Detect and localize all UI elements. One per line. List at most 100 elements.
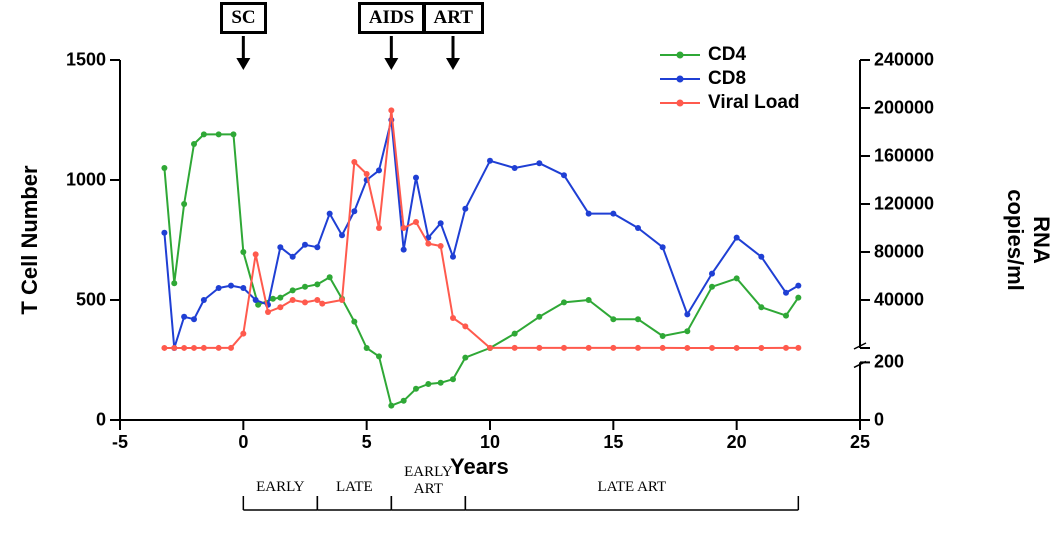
viral_load-marker [462, 323, 468, 329]
cd4-marker [425, 381, 431, 387]
cd4-marker [376, 353, 382, 359]
cd4-marker [536, 314, 542, 320]
cd8-marker [795, 283, 801, 289]
y-left-tick-label: 0 [96, 410, 106, 431]
phase-label: EARLY [256, 479, 305, 496]
event-arrowhead [236, 58, 250, 70]
cd4-marker [351, 319, 357, 325]
cd4-marker [314, 281, 320, 287]
viral_load-marker [635, 345, 641, 351]
y-left-tick-label: 1000 [66, 170, 106, 191]
cd8-marker [351, 208, 357, 214]
legend-swatch [660, 102, 700, 104]
cd4-marker [709, 284, 715, 290]
cd4-marker [161, 165, 167, 171]
cd4-marker [450, 376, 456, 382]
cd8-marker [339, 232, 345, 238]
y-left-axis-label: T Cell Number [17, 165, 43, 314]
cd8-marker [228, 283, 234, 289]
cd8-marker [376, 167, 382, 173]
x-tick-label: 5 [362, 432, 372, 453]
cd4-marker [277, 295, 283, 301]
cd8-marker [635, 225, 641, 231]
event-box: ART [423, 2, 484, 34]
plot-svg [0, 0, 1050, 537]
cd8-marker [438, 220, 444, 226]
viral_load-marker [364, 171, 370, 177]
viral_load-marker [758, 345, 764, 351]
viral_load-marker [277, 304, 283, 310]
viral_load-marker [191, 345, 197, 351]
legend-item: CD4 [660, 44, 800, 66]
cd4-marker [438, 380, 444, 386]
cd4-marker [364, 345, 370, 351]
legend-item: CD8 [660, 68, 800, 90]
y-right-tick-label: 200 [874, 352, 904, 373]
x-tick-label: 15 [603, 432, 623, 453]
legend-label: CD4 [708, 44, 746, 66]
cd4-marker [610, 316, 616, 322]
cd8-marker [684, 311, 690, 317]
legend: CD4CD8Viral Load [660, 44, 800, 116]
event-arrowhead [446, 58, 460, 70]
event-arrowhead [384, 58, 398, 70]
viral_load-marker [290, 297, 296, 303]
cd8-marker [512, 165, 518, 171]
cd8-marker [302, 242, 308, 248]
viral_load-marker [438, 243, 444, 249]
cd8-marker [660, 244, 666, 250]
cd8-marker [586, 211, 592, 217]
legend-item: Viral Load [660, 92, 800, 114]
phase-label: LATE [336, 479, 373, 496]
cd8-marker [561, 172, 567, 178]
cd8-line [164, 120, 798, 348]
cd8-marker [216, 285, 222, 291]
y-right-axis-label: RNA copies/ml [1002, 189, 1050, 290]
event-box: SC [220, 2, 266, 34]
y-right-tick-label: 200000 [874, 98, 934, 119]
x-tick-label: 10 [480, 432, 500, 453]
viral_load-marker [201, 345, 207, 351]
viral_load-marker [487, 345, 493, 351]
viral_load-marker [512, 345, 518, 351]
cd4-marker [660, 333, 666, 339]
phase-label: LATE ART [597, 479, 666, 496]
legend-swatch [660, 54, 700, 56]
legend-swatch [660, 78, 700, 80]
y-right-tick-label: 80000 [874, 242, 924, 263]
y-right-tick-label: 0 [874, 410, 884, 431]
cd4-marker [635, 316, 641, 322]
viral_load-line [164, 110, 798, 348]
cd8-marker [734, 235, 740, 241]
viral_load-marker [171, 345, 177, 351]
viral_load-marker [450, 315, 456, 321]
cd8-marker [783, 290, 789, 296]
cd8-marker [191, 316, 197, 322]
cd8-marker [413, 175, 419, 181]
viral_load-marker [253, 251, 259, 257]
viral_load-marker [339, 297, 345, 303]
viral_load-marker [610, 345, 616, 351]
cd8-marker [290, 254, 296, 260]
viral_load-marker [709, 345, 715, 351]
viral_load-marker [240, 331, 246, 337]
y-right-tick-label: 120000 [874, 194, 934, 215]
viral_load-marker [413, 219, 419, 225]
cd8-marker [201, 297, 207, 303]
y-left-tick-label: 500 [76, 290, 106, 311]
cd8-marker [327, 211, 333, 217]
cd4-marker [413, 386, 419, 392]
viral_load-marker [388, 107, 394, 113]
cd4-marker [216, 131, 222, 137]
viral_load-marker [660, 345, 666, 351]
cd8-marker [536, 160, 542, 166]
cd4-marker [561, 299, 567, 305]
y-right-tick-label: 240000 [874, 50, 934, 71]
viral_load-marker [161, 345, 167, 351]
cd4-marker [388, 403, 394, 409]
cd4-marker [684, 328, 690, 334]
viral_load-marker [351, 159, 357, 165]
cd4-marker [171, 280, 177, 286]
cd8-marker [709, 271, 715, 277]
viral_load-marker [783, 345, 789, 351]
